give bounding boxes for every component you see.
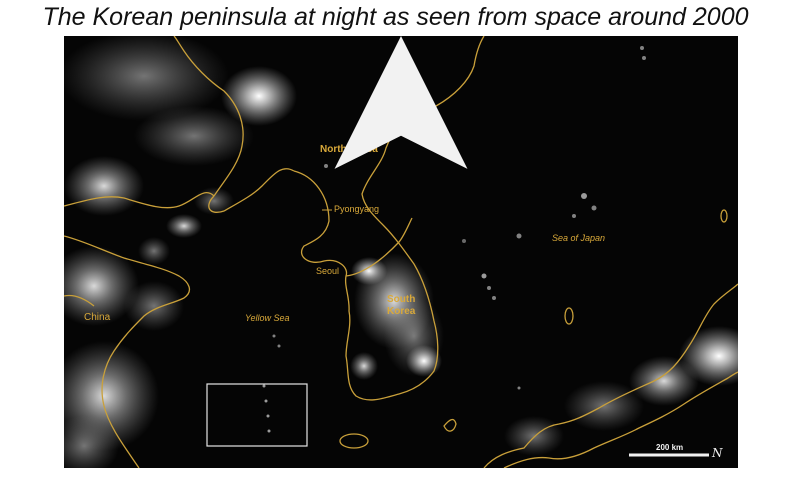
south-korea-lights bbox=[350, 253, 444, 380]
scale-bar-label: 200 km bbox=[656, 443, 684, 452]
label-south-korea-line1: South bbox=[387, 294, 416, 305]
china-lights bbox=[64, 36, 297, 468]
japan-lights bbox=[504, 326, 738, 456]
highlight-box bbox=[206, 383, 308, 447]
label-pyongyang: Pyongyang bbox=[334, 204, 380, 214]
north-arrow-icon bbox=[334, 36, 468, 169]
label-south-korea-line2: Korea bbox=[387, 306, 416, 317]
sea-lights bbox=[262, 46, 646, 433]
page-title: The Korean peninsula at night as seen fr… bbox=[42, 3, 749, 31]
label-yellow-sea: Yellow Sea bbox=[245, 313, 290, 323]
label-seoul: Seoul bbox=[316, 266, 340, 276]
map-graphic bbox=[64, 36, 738, 468]
label-china: China bbox=[84, 312, 111, 323]
night-map: North Korea Pyongyang Seoul South Korea … bbox=[64, 36, 738, 468]
north-arrow-letter: N bbox=[712, 446, 723, 460]
label-sea-of-japan: Sea of Japan bbox=[552, 233, 606, 243]
